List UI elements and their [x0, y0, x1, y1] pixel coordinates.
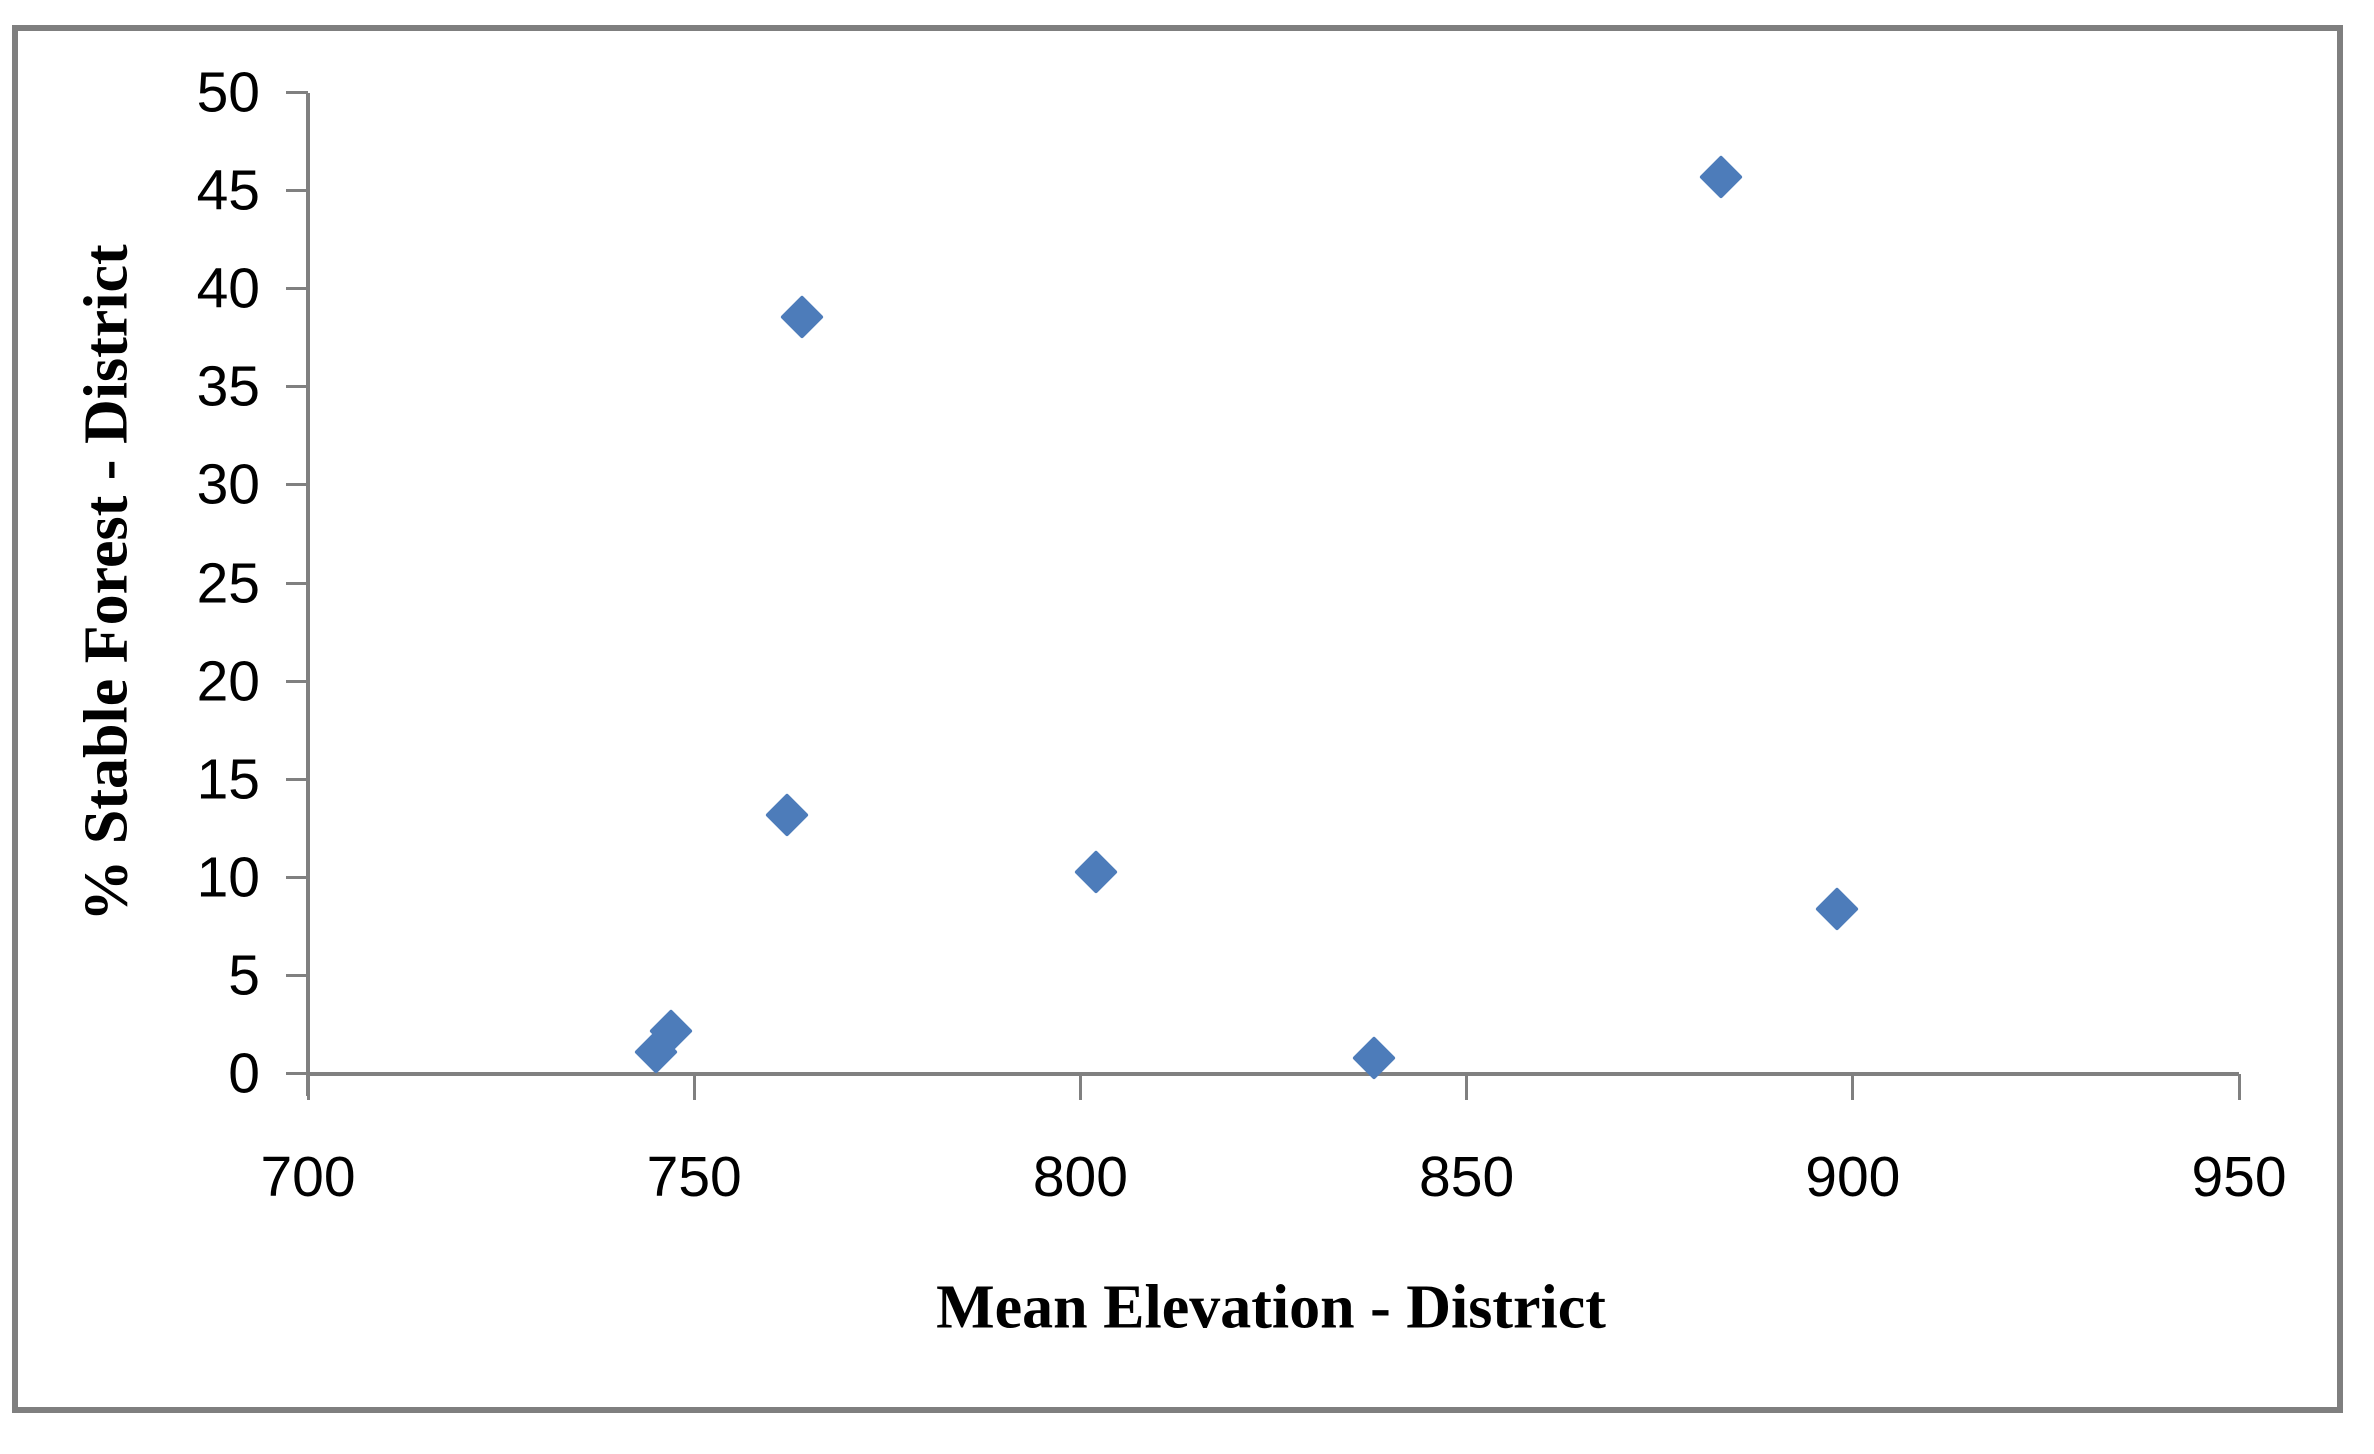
- x-tick-mark: [1078, 1074, 1082, 1100]
- x-tick-mark: [1851, 1074, 1855, 1100]
- y-tick-mark: [286, 91, 308, 94]
- y-tick-label: 35: [196, 354, 260, 419]
- y-tick-mark: [286, 973, 308, 977]
- y-tick-mark: [286, 385, 308, 389]
- x-tick-mark: [692, 1074, 696, 1100]
- y-tick-label: 50: [196, 60, 260, 125]
- y-tick-label: 10: [196, 845, 260, 910]
- y-tick-mark: [286, 875, 308, 879]
- y-tick-mark: [286, 1072, 308, 1075]
- y-tick-label: 5: [228, 943, 260, 1008]
- x-tick-label: 700: [260, 1145, 356, 1209]
- x-tick-label: 800: [1032, 1145, 1128, 1209]
- x-axis-title: Mean Elevation - District: [936, 1273, 1606, 1342]
- x-tick-label: 950: [2191, 1145, 2287, 1209]
- y-tick-label: 30: [196, 452, 260, 517]
- y-tick-label: 0: [228, 1041, 260, 1106]
- y-tick-mark: [286, 777, 308, 781]
- chart-border-frame: [12, 25, 2343, 1413]
- y-tick-label: 15: [196, 747, 260, 812]
- y-axis-line: [306, 93, 310, 1096]
- y-tick-mark: [286, 287, 308, 291]
- y-tick-mark: [286, 483, 308, 487]
- x-tick-label: 750: [646, 1145, 742, 1209]
- x-tick-mark: [306, 1074, 310, 1100]
- x-axis-line: [308, 1072, 2239, 1076]
- y-tick-mark: [286, 581, 308, 585]
- y-tick-label: 45: [196, 158, 260, 223]
- y-tick-label: 25: [196, 551, 260, 615]
- y-tick-mark: [286, 189, 308, 193]
- y-tick-mark: [286, 679, 308, 683]
- x-tick-mark: [1465, 1074, 1469, 1100]
- x-tick-label: 850: [1419, 1145, 1515, 1209]
- x-tick-label: 900: [1805, 1145, 1901, 1209]
- y-tick-label: 40: [196, 256, 260, 321]
- y-tick-label: 20: [196, 649, 260, 714]
- x-tick-mark: [2237, 1074, 2241, 1100]
